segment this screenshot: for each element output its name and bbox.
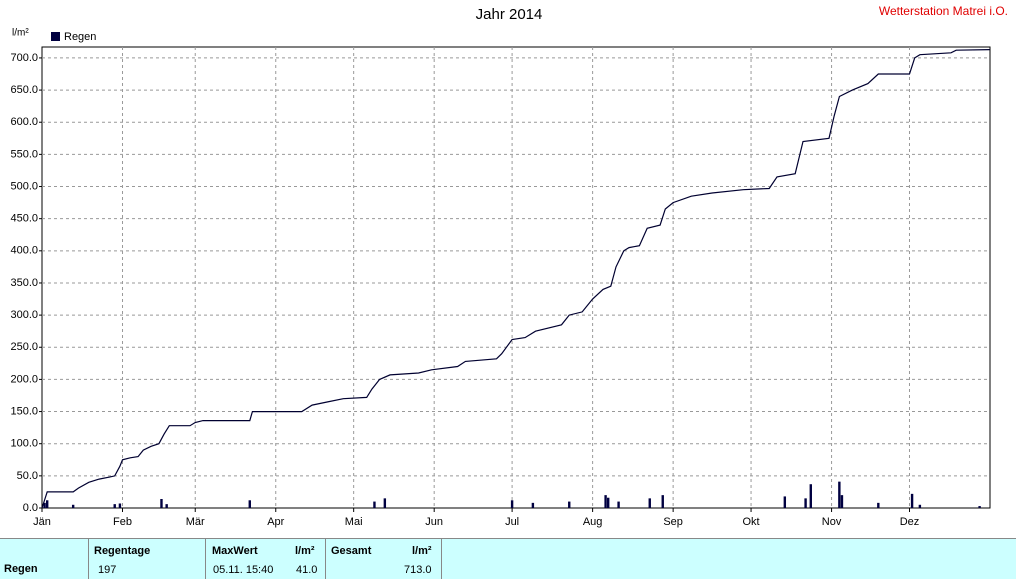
y-tick-label: 550.0 bbox=[10, 148, 38, 160]
y-tick-label: 450.0 bbox=[10, 213, 38, 225]
rain-bar bbox=[118, 503, 122, 508]
rain-bar bbox=[113, 504, 116, 508]
y-tick-label: 0.0 bbox=[23, 502, 38, 514]
cell: 197 bbox=[98, 564, 117, 576]
y-tick-label: 200.0 bbox=[10, 373, 38, 385]
summary-table: Regen Regentage MaxWert l/m² Gesamt l/m²… bbox=[0, 538, 1016, 579]
rain-bar bbox=[160, 498, 163, 508]
station-label: Wetterstation Matrei i.O. bbox=[879, 4, 1008, 18]
row-label: Regen bbox=[4, 563, 38, 575]
x-tick-label: Dez bbox=[900, 516, 920, 528]
rain-bar bbox=[840, 495, 844, 508]
x-tick-label: Aug bbox=[583, 516, 603, 528]
y-tick-label: 350.0 bbox=[10, 277, 38, 289]
divider bbox=[88, 539, 89, 579]
y-tick-label: 650.0 bbox=[10, 84, 38, 96]
x-tick-label: Mai bbox=[345, 516, 363, 528]
x-tick-label: Apr bbox=[267, 516, 284, 528]
rain-bar bbox=[661, 495, 664, 508]
rain-bar bbox=[383, 498, 387, 508]
rain-bar bbox=[45, 500, 49, 508]
chart-title: Jahr 2014 bbox=[476, 6, 543, 23]
cell: 05.11. 15:40 bbox=[213, 564, 274, 576]
rain-bar bbox=[531, 502, 535, 508]
rain-bar bbox=[809, 484, 812, 508]
x-tick-label: Mär bbox=[186, 516, 205, 528]
rain-bar bbox=[918, 504, 922, 508]
rain-bar bbox=[43, 502, 46, 508]
header: MaxWert bbox=[212, 545, 258, 557]
chart: Jahr 2014 Wetterstation Matrei i.O. l/m²… bbox=[10, 4, 1008, 528]
y-tick-label: 50.0 bbox=[17, 470, 38, 482]
rain-bar bbox=[373, 501, 376, 508]
cell: 713.0 bbox=[404, 564, 432, 576]
cell: 41.0 bbox=[296, 564, 318, 576]
header: Gesamt bbox=[331, 545, 372, 557]
divider bbox=[441, 539, 442, 579]
y-tick-label: 300.0 bbox=[10, 309, 38, 321]
divider bbox=[325, 539, 326, 579]
rain-bar bbox=[607, 497, 610, 508]
header: l/m² bbox=[412, 545, 432, 557]
rain-bar bbox=[604, 495, 607, 508]
x-tick-label: Feb bbox=[113, 516, 132, 528]
header: l/m² bbox=[295, 545, 315, 557]
y-tick-label: 100.0 bbox=[10, 438, 38, 450]
y-tick-label: 500.0 bbox=[10, 180, 38, 192]
y-tick-label: 150.0 bbox=[10, 405, 38, 417]
rain-bar bbox=[804, 498, 807, 508]
rain-bar bbox=[510, 500, 514, 508]
legend-label: Regen bbox=[64, 31, 96, 43]
x-tick-label: Nov bbox=[822, 516, 842, 528]
rain-bar bbox=[877, 502, 880, 508]
divider bbox=[205, 539, 206, 579]
y-tick-label: 250.0 bbox=[10, 341, 38, 353]
rain-bar bbox=[648, 498, 651, 508]
plot-frame bbox=[41, 46, 991, 509]
rain-bar bbox=[783, 496, 787, 508]
x-tick-label: Sep bbox=[663, 516, 683, 528]
rain-bar bbox=[978, 506, 981, 508]
y-tick-label: 700.0 bbox=[10, 52, 38, 64]
rain-bar bbox=[165, 504, 168, 508]
y-tick-label: 400.0 bbox=[10, 245, 38, 257]
x-tick-label: Jun bbox=[425, 516, 443, 528]
rain-bar bbox=[910, 493, 914, 508]
rain-bar bbox=[568, 501, 571, 508]
rain-bar bbox=[248, 500, 251, 508]
header: Regentage bbox=[94, 545, 151, 557]
y-tick-label: 600.0 bbox=[10, 116, 38, 128]
x-tick-label: Jul bbox=[505, 516, 519, 528]
rain-bar bbox=[71, 504, 75, 508]
cumulative-line bbox=[41, 49, 991, 509]
legend-swatch bbox=[51, 32, 60, 41]
x-tick-label: Okt bbox=[742, 516, 759, 528]
rain-bar bbox=[838, 481, 841, 508]
rain-bar bbox=[617, 501, 620, 508]
y-unit: l/m² bbox=[12, 28, 29, 39]
x-tick-label: Jän bbox=[33, 516, 51, 528]
